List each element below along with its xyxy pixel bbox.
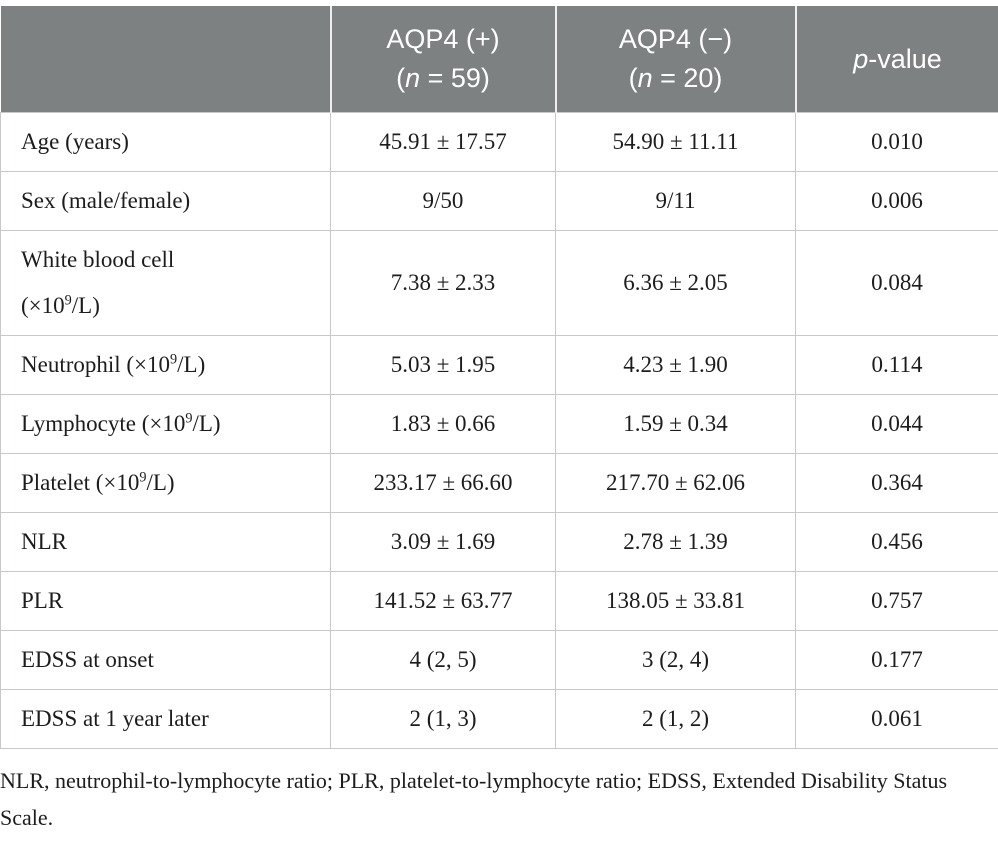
- value-aqp4-positive: 4 (2, 5): [330, 629, 556, 690]
- row-label-superscript: 9: [170, 350, 178, 367]
- value-aqp4-negative: 54.90 ± 11.11: [555, 111, 796, 172]
- value-p: 0.114: [795, 334, 998, 395]
- table-row: Neutrophil (×109/L) 5.03 ± 1.95 4.23 ± 1…: [0, 334, 998, 395]
- row-label: Lymphocyte (×109/L): [0, 393, 331, 454]
- table-row: Age (years) 45.91 ± 17.57 54.90 ± 11.11 …: [0, 111, 998, 172]
- value-aqp4-positive: 141.52 ± 63.77: [330, 570, 556, 631]
- value-p: 0.044: [795, 393, 998, 454]
- row-label: PLR: [0, 570, 331, 631]
- row-label-text: /L): [71, 292, 100, 318]
- value-aqp4-positive: 1.83 ± 0.66: [330, 393, 556, 454]
- header-p-italic: p: [853, 43, 869, 74]
- value-aqp4-negative: 1.59 ± 0.34: [555, 393, 796, 454]
- header-text: (: [628, 62, 638, 93]
- row-label: Sex (male/female): [0, 170, 331, 231]
- header-text: = 20): [652, 62, 723, 93]
- row-label-text: Age (years): [21, 128, 129, 154]
- row-label-superscript: 9: [64, 291, 72, 308]
- table-row: EDSS at 1 year later 2 (1, 3) 2 (1, 2) 0…: [0, 688, 998, 749]
- value-p: 0.364: [795, 452, 998, 513]
- value-aqp4-negative: 6.36 ± 2.05: [555, 229, 796, 336]
- row-label-text: Lymphocyte (×10: [21, 410, 186, 436]
- value-aqp4-negative: 2.78 ± 1.39: [555, 511, 796, 572]
- row-label-text: EDSS at onset: [21, 646, 154, 672]
- row-label: NLR: [0, 511, 331, 572]
- row-label-text: Neutrophil (×10: [21, 351, 171, 377]
- table-row: Platelet (×109/L) 233.17 ± 66.60 217.70 …: [0, 452, 998, 513]
- column-header-p-value: p-value: [794, 6, 998, 112]
- header-sample-size: (n = 59): [338, 59, 549, 97]
- header-row: AQP4 (+) (n = 59) AQP4 (−) (n = 20) p-va…: [0, 6, 998, 112]
- row-label-superscript: 9: [139, 468, 147, 485]
- row-label-text: Platelet (×10: [21, 469, 140, 495]
- value-aqp4-negative: 217.70 ± 62.06: [555, 452, 796, 513]
- row-label-text: /L): [177, 351, 206, 377]
- header-text: = 59): [420, 62, 490, 93]
- row-label: Age (years): [0, 111, 331, 172]
- row-label-text: PLR: [21, 587, 64, 613]
- value-p: 0.177: [795, 629, 998, 690]
- patient-characteristics-table: AQP4 (+) (n = 59) AQP4 (−) (n = 20) p-va…: [0, 6, 998, 749]
- header-text: -value: [868, 43, 942, 74]
- table-row: Sex (male/female) 9/50 9/11 0.006: [0, 170, 998, 231]
- header-group-label: AQP4 (+): [386, 24, 500, 55]
- table-row: PLR 141.52 ± 63.77 138.05 ± 33.81 0.757: [0, 570, 998, 631]
- table-row: White blood cell (×109/L) 7.38 ± 2.33 6.…: [0, 229, 998, 336]
- header-n-italic: n: [637, 62, 653, 93]
- header-group-label: AQP4 (−): [618, 24, 733, 55]
- column-header-empty: [0, 6, 331, 112]
- value-p: 0.084: [795, 229, 998, 336]
- column-header-aqp4-negative: AQP4 (−) (n = 20): [554, 6, 796, 112]
- value-aqp4-negative: 9/11: [555, 170, 796, 231]
- row-label: EDSS at 1 year later: [0, 688, 331, 749]
- row-label-text: /L): [146, 469, 175, 495]
- row-label: Platelet (×109/L): [0, 452, 331, 513]
- value-p: 0.757: [795, 570, 998, 631]
- row-label-text: Sex (male/female): [21, 187, 191, 213]
- value-aqp4-positive: 5.03 ± 1.95: [330, 334, 556, 395]
- value-p: 0.010: [795, 111, 998, 172]
- row-label-text: /L): [192, 410, 221, 436]
- value-p: 0.061: [795, 688, 998, 749]
- table-footnote: NLR, neutrophil-to-lymphocyte ratio; PLR…: [0, 767, 948, 831]
- value-aqp4-positive: 7.38 ± 2.33: [330, 229, 556, 336]
- value-aqp4-positive: 233.17 ± 66.60: [330, 452, 556, 513]
- value-aqp4-negative: 138.05 ± 33.81: [555, 570, 796, 631]
- table-row: Lymphocyte (×109/L) 1.83 ± 0.66 1.59 ± 0…: [0, 393, 998, 454]
- column-header-aqp4-positive: AQP4 (+) (n = 59): [329, 6, 556, 112]
- header-n-italic: n: [405, 62, 421, 93]
- row-label: Neutrophil (×109/L): [0, 334, 331, 395]
- value-aqp4-positive: 2 (1, 3): [330, 688, 556, 749]
- value-aqp4-negative: 3 (2, 4): [555, 629, 796, 690]
- row-label-text: NLR: [21, 528, 67, 554]
- value-aqp4-positive: 9/50: [330, 170, 556, 231]
- row-label-text: White blood cell (×10: [21, 246, 175, 318]
- row-label-text: EDSS at 1 year later: [21, 705, 209, 731]
- value-p: 0.006: [795, 170, 998, 231]
- value-aqp4-positive: 3.09 ± 1.69: [330, 511, 556, 572]
- row-label-superscript: 9: [185, 409, 193, 426]
- table-body: Age (years) 45.91 ± 17.57 54.90 ± 11.11 …: [0, 111, 998, 749]
- table-row: NLR 3.09 ± 1.69 2.78 ± 1.39 0.456: [0, 511, 998, 572]
- table-header: AQP4 (+) (n = 59) AQP4 (−) (n = 20) p-va…: [0, 6, 998, 112]
- row-label: White blood cell (×109/L): [0, 229, 331, 336]
- table-row: EDSS at onset 4 (2, 5) 3 (2, 4) 0.177: [0, 629, 998, 690]
- value-aqp4-negative: 4.23 ± 1.90: [555, 334, 796, 395]
- value-aqp4-negative: 2 (1, 2): [555, 688, 796, 749]
- row-label: EDSS at onset: [0, 629, 331, 690]
- value-aqp4-positive: 45.91 ± 17.57: [330, 111, 556, 172]
- header-sample-size: (n = 20): [563, 59, 789, 97]
- header-text: (: [396, 62, 406, 93]
- value-p: 0.456: [795, 511, 998, 572]
